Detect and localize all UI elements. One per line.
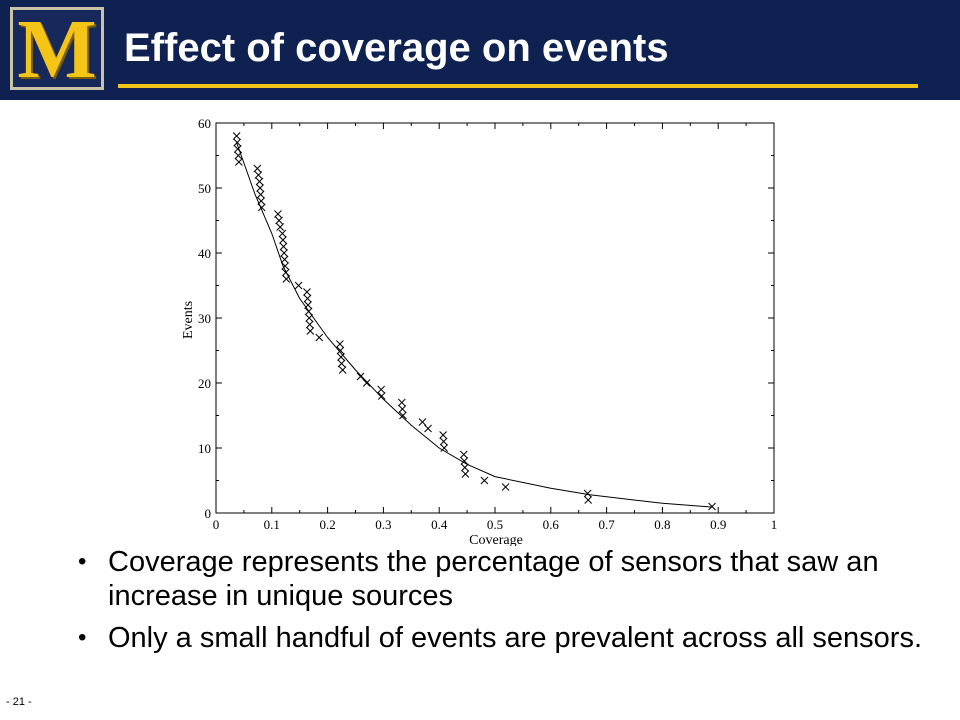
data-point-x-marker	[398, 405, 407, 413]
data-point-x-marker	[253, 164, 262, 173]
data-point-x-marker	[276, 223, 285, 231]
data-point-x-marker	[336, 340, 344, 348]
data-point-x-marker	[461, 463, 469, 472]
y-axis-label: Events	[181, 301, 196, 339]
x-tick-label: 0	[213, 517, 220, 532]
data-point-x-marker	[279, 242, 288, 251]
data-point-x-marker	[439, 431, 447, 439]
x-tick-label: 0.8	[654, 517, 670, 532]
data-point-x-marker	[336, 346, 345, 355]
bullet-text: Coverage represents the percentage of se…	[108, 546, 879, 612]
x-tick-label: 0.1	[264, 517, 280, 532]
bullet-item: • Only a small handful of events are pre…	[70, 621, 940, 655]
y-tick-label: 40	[198, 246, 211, 261]
data-point-x-marker	[281, 262, 290, 270]
bullet-text: Only a small handful of events are preva…	[108, 622, 923, 654]
data-point-x-marker	[257, 197, 266, 205]
data-point-x-marker	[254, 171, 263, 179]
data-point-x-marker	[362, 379, 371, 387]
data-point-x-marker	[440, 444, 449, 452]
data-point-x-marker	[257, 203, 266, 212]
data-point-x-marker	[235, 158, 243, 166]
data-point-x-marker	[439, 437, 448, 446]
chart-axes: 0 0.1 0.2 0.3 0.4 0.5 0.6 0.7 0.8 0.9 101020304050…	[198, 116, 777, 532]
data-point-x-marker	[280, 249, 288, 257]
data-point-x-marker	[377, 385, 386, 394]
data-point-x-marker	[305, 314, 314, 322]
y-tick-label: 50	[198, 181, 211, 196]
data-point-x-marker	[255, 177, 264, 186]
data-point-x-marker	[337, 359, 346, 368]
title-underline	[118, 84, 918, 88]
data-point-x-marker	[397, 398, 406, 407]
x-tick-label: 0.2	[319, 517, 335, 532]
data-point-x-marker	[256, 184, 264, 192]
plot-frame	[215, 122, 775, 514]
data-point-x-marker	[708, 502, 716, 511]
page-number: - 21 -	[6, 696, 32, 708]
data-point-x-marker	[303, 288, 311, 296]
data-point-x-marker	[275, 216, 283, 225]
bullet-list: • Coverage represents the percentage of …	[70, 545, 940, 663]
data-point-x-marker	[399, 411, 407, 420]
slide-title: Effect of coverage on events	[124, 26, 669, 70]
data-point-x-marker	[356, 372, 365, 381]
data-point-x-marker	[282, 275, 291, 283]
y-tick-label: 20	[198, 376, 211, 391]
data-point-x-marker	[459, 450, 468, 459]
data-point-x-marker	[233, 145, 242, 153]
data-point-x-marker	[337, 353, 345, 361]
data-point-x-marker	[280, 255, 289, 264]
data-point-x-marker	[480, 476, 489, 485]
bullet-icon: •	[78, 624, 87, 651]
data-point-x-marker	[279, 236, 287, 244]
data-point-x-marker	[274, 210, 282, 218]
x-tick-label: 1	[771, 517, 778, 532]
data-point-x-marker	[304, 307, 313, 316]
data-points-layer	[232, 132, 716, 511]
data-point-x-marker	[233, 138, 242, 147]
data-point-x-marker	[377, 392, 386, 400]
data-point-x-marker	[234, 151, 243, 160]
data-point-x-marker	[281, 268, 290, 277]
data-point-x-marker	[315, 333, 324, 342]
data-point-x-marker	[306, 327, 315, 335]
data-point-x-marker	[232, 132, 241, 140]
data-point-x-marker	[303, 294, 312, 303]
data-point-x-marker	[256, 190, 265, 199]
data-point-x-marker	[461, 470, 470, 478]
slide-header: M Effect of coverage on events	[0, 0, 960, 100]
fit-line-layer	[236, 142, 713, 508]
data-point-x-marker	[418, 418, 427, 426]
data-point-x-marker	[460, 457, 469, 465]
x-tick-label: 0.9	[710, 517, 726, 532]
data-point-x-marker	[338, 366, 347, 374]
x-tick-label: 0.6	[543, 517, 560, 532]
y-tick-label: 60	[198, 116, 211, 131]
data-point-x-marker	[583, 489, 592, 498]
data-point-x-marker	[584, 496, 593, 504]
data-point-x-marker	[304, 301, 312, 309]
y-tick-label: 30	[198, 311, 211, 326]
data-point-x-marker	[424, 424, 432, 433]
x-axis-label: Coverage	[469, 533, 523, 546]
y-tick-label: 0	[205, 506, 212, 521]
x-tick-label: 0.4	[431, 517, 448, 532]
bullet-icon: •	[78, 548, 87, 575]
data-point-x-marker	[501, 483, 510, 491]
university-logo: M	[10, 3, 104, 96]
x-tick-label: 0.7	[598, 517, 615, 532]
x-tick-label: 0.3	[375, 517, 391, 532]
y-tick-label: 10	[198, 441, 211, 456]
x-tick-label: 0.5	[487, 517, 503, 532]
fit-curve	[236, 142, 713, 508]
logo-letter: M	[17, 3, 97, 96]
data-point-x-marker	[305, 320, 314, 329]
bullet-item: • Coverage represents the percentage of …	[70, 545, 940, 613]
data-point-x-marker	[278, 229, 287, 238]
data-point-x-marker	[294, 281, 303, 290]
coverage-events-chart: 0 0.1 0.2 0.3 0.4 0.5 0.6 0.7 0.8 0.9 101020304050…	[181, 116, 777, 546]
